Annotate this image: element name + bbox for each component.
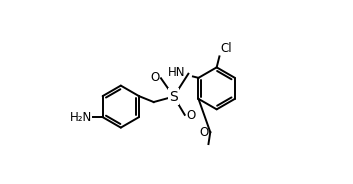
- Text: H₂N: H₂N: [70, 111, 92, 124]
- Text: Cl: Cl: [220, 43, 232, 56]
- Text: S: S: [169, 90, 178, 104]
- Text: HN: HN: [168, 66, 186, 79]
- Text: O: O: [150, 71, 159, 84]
- Text: O: O: [199, 126, 209, 139]
- Text: O: O: [186, 109, 196, 122]
